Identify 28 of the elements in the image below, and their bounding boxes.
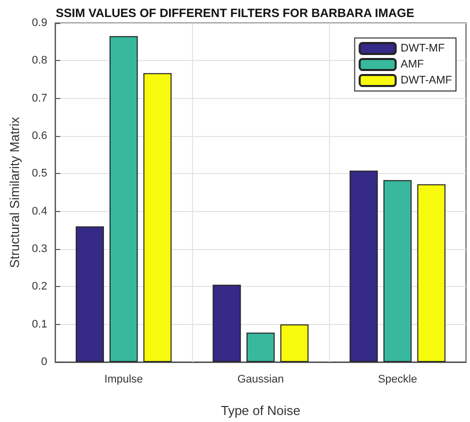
y-tick-label: 0.7 xyxy=(32,92,48,104)
legend-label: AMF xyxy=(400,58,424,70)
x-tick-label: Speckle xyxy=(378,374,418,386)
legend-label: DWT-AMF xyxy=(400,74,452,86)
bar xyxy=(417,184,446,362)
y-tick-label: 0.3 xyxy=(32,243,48,255)
bar xyxy=(246,332,275,362)
bar xyxy=(143,73,172,362)
y-tick-label: 0.8 xyxy=(32,54,48,67)
bar xyxy=(383,180,412,362)
y-tick-label: 0.5 xyxy=(32,168,48,180)
y-tick-label: 0.9 xyxy=(32,17,48,29)
bar xyxy=(110,36,138,362)
chart-title: SSIM VALUES OF DIFFERENT FILTERS FOR BARBARA IMAGE xyxy=(56,6,414,20)
legend-label: DWT-MF xyxy=(400,42,445,54)
y-tick-label: 0.2 xyxy=(32,280,48,293)
x-axis-title: Type of Noise xyxy=(220,403,300,418)
y-tick-label: 0.4 xyxy=(32,205,48,218)
x-tick-label: Gaussian xyxy=(237,374,284,386)
y-axis-title: Structural Similarity Matrix xyxy=(7,116,22,268)
bar xyxy=(280,324,309,362)
y-tick-label: 0 xyxy=(41,356,48,368)
bar xyxy=(212,284,241,362)
bar xyxy=(350,170,378,362)
x-tick-label: Impulse xyxy=(104,374,143,386)
bar xyxy=(76,226,104,362)
y-tick-label: 0.6 xyxy=(32,130,48,142)
y-tick-label: 0.1 xyxy=(32,318,48,330)
